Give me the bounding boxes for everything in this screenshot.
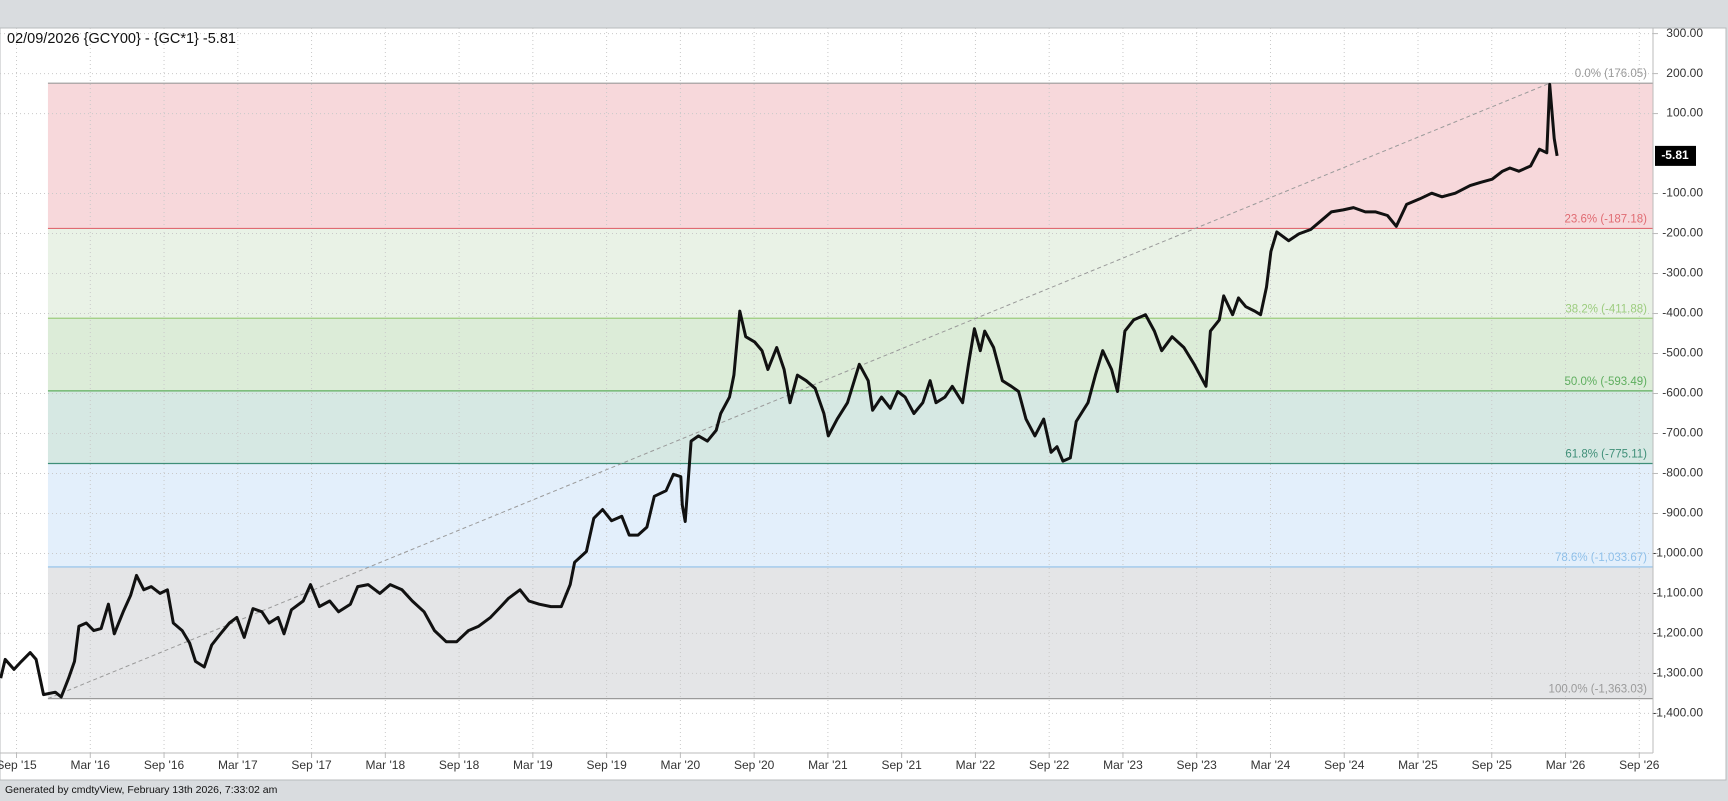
- x-tick-label: Sep '19: [586, 758, 627, 772]
- fib-label: 78.6% (-1,033.67): [1555, 552, 1647, 564]
- y-tick-label: 100.00: [1666, 106, 1703, 120]
- y-tick-label: -200.00: [1662, 226, 1703, 240]
- x-tick-label: Sep '26: [1619, 758, 1660, 772]
- fib-label: 0.0% (176.05): [1575, 68, 1647, 80]
- x-tick-label: Mar '25: [1398, 758, 1438, 772]
- price-line: [0, 82, 1559, 699]
- fib-label: 61.8% (-775.11): [1565, 449, 1647, 461]
- fib-band: [47, 566, 1654, 699]
- x-tick-label: Mar '16: [70, 758, 110, 772]
- x-tick-label: Mar '21: [808, 758, 848, 772]
- x-tick-label: Mar '17: [218, 758, 258, 772]
- fib-label: 50.0% (-593.49): [1565, 376, 1648, 388]
- y-tick-label: -1,100.00: [1652, 586, 1703, 600]
- fib-band: [47, 390, 1654, 464]
- trend-line: [47, 82, 1550, 700]
- footer: Generated by cmdtyView, February 13th 20…: [5, 784, 278, 796]
- fib-band: [47, 318, 1654, 391]
- x-tick-label: Sep '20: [734, 758, 775, 772]
- last-value-box: [1655, 145, 1696, 166]
- y-tick-label: -600.00: [1662, 386, 1703, 400]
- y-tick-label: 200.00: [1666, 66, 1703, 80]
- x-tick-label: Mar '20: [661, 758, 701, 772]
- x-tick-label: Sep '25: [1472, 758, 1513, 772]
- y-tick-label: -1,200.00: [1652, 626, 1703, 640]
- fib-band: [47, 463, 1654, 567]
- x-tick-label: Sep '24: [1324, 758, 1365, 772]
- y-tick-label: -300.00: [1662, 266, 1703, 280]
- fib-band: [47, 83, 1654, 229]
- fib-label: 38.2% (-411.88): [1565, 303, 1647, 315]
- chart-title: 02/09/2026 {GCY00} - {GC*1} -5.81: [7, 31, 236, 47]
- y-tick-label: -500.00: [1662, 346, 1703, 360]
- fib-label: 100.0% (-1,363.03): [1549, 684, 1648, 696]
- x-tick-label: Mar '23: [1103, 758, 1143, 772]
- x-tick-label: Mar '24: [1251, 758, 1291, 772]
- y-tick-label: 300.00: [1666, 26, 1703, 40]
- x-tick-label: Mar '18: [366, 758, 406, 772]
- y-tick-label: -1,300.00: [1652, 666, 1703, 680]
- x-tick-label: Sep '17: [291, 758, 332, 772]
- x-tick-label: Mar '22: [956, 758, 996, 772]
- x-tick-label: Sep '16: [144, 758, 185, 772]
- last-value-label: -5.81: [1661, 148, 1689, 162]
- x-tick-label: Sep '22: [1029, 758, 1070, 772]
- y-tick-label: -1,400.00: [1652, 706, 1703, 720]
- x-tick-label: Sep '23: [1177, 758, 1218, 772]
- x-tick-label: Sep '18: [439, 758, 480, 772]
- fib-band: [47, 228, 1654, 319]
- y-tick-label: -100.00: [1662, 186, 1703, 200]
- y-tick-label: -400.00: [1662, 306, 1703, 320]
- x-tick-label: Sep '21: [881, 758, 922, 772]
- x-tick-label: Sep '15: [0, 758, 37, 772]
- fib-label: 23.6% (-187.18): [1565, 213, 1648, 225]
- x-tick-label: Mar '19: [513, 758, 553, 772]
- y-tick-label: -900.00: [1662, 506, 1703, 520]
- y-tick-label: -700.00: [1662, 426, 1703, 440]
- x-tick-label: Mar '26: [1546, 758, 1586, 772]
- y-tick-label: -1,000.00: [1652, 546, 1703, 560]
- y-tick-label: -800.00: [1662, 466, 1703, 480]
